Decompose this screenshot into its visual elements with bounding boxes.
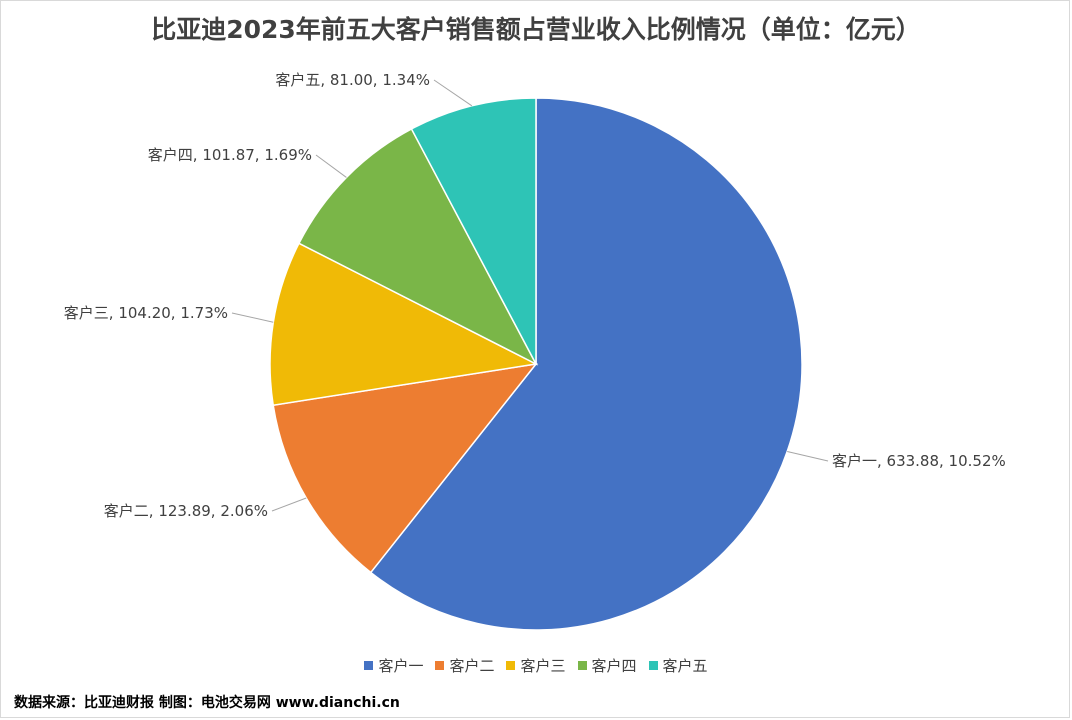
source-note: 数据来源：比亚迪财报 制图：电池交易网 www.dianchi.cn xyxy=(14,695,400,711)
pie-slice-3 xyxy=(269,242,539,407)
legend-swatch xyxy=(506,661,516,670)
legend-item-3: 客户三 xyxy=(506,655,566,676)
legend-item-1: 客户一 xyxy=(364,655,423,676)
leader-line-1 xyxy=(787,450,829,462)
data-label-5: 客户五, 81.00, 1.34% xyxy=(275,71,430,89)
legend-label: 客户一 xyxy=(378,657,424,675)
chart-title: 比亚迪2023年前五大客户销售额占营业收入比例情况（单位：亿元） xyxy=(151,15,921,44)
data-label-1: 客户一, 633.88, 10.52% xyxy=(832,452,1006,470)
legend-swatch xyxy=(577,661,587,670)
pie-slice-1 xyxy=(369,97,803,631)
data-label-4: 客户四, 101.87, 1.69% xyxy=(148,146,312,164)
legend-item-2: 客户二 xyxy=(435,655,494,676)
legend-label: 客户五 xyxy=(662,657,708,675)
data-label-2: 客户二, 123.89, 2.06% xyxy=(104,502,268,520)
legend-item-5: 客户五 xyxy=(648,655,708,676)
legend-swatch xyxy=(364,661,374,670)
leader-line-2 xyxy=(271,497,307,512)
pie-slice-2 xyxy=(272,362,538,574)
legend-label: 客户二 xyxy=(449,657,495,675)
legend-swatch xyxy=(648,661,658,670)
leader-line-3 xyxy=(231,312,274,323)
data-label-3: 客户三, 104.20, 1.73% xyxy=(64,304,228,322)
legend-label: 客户三 xyxy=(520,657,566,675)
chart-legend: 客户一 客户二 客户三 客户四 客户五 xyxy=(0,655,1072,676)
leader-line-5 xyxy=(433,79,473,107)
leader-line-4 xyxy=(315,154,347,178)
legend-label: 客户四 xyxy=(591,657,637,675)
pie-slice-4 xyxy=(297,127,538,366)
legend-item-4: 客户四 xyxy=(577,655,637,676)
legend-swatch xyxy=(435,661,445,670)
